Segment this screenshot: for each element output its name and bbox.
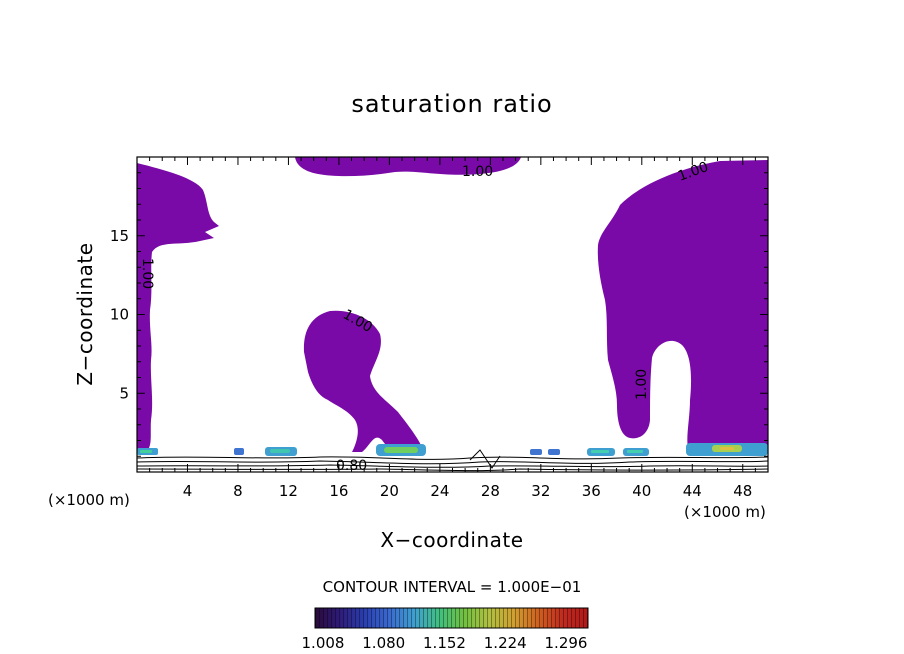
contour-label-left: 1.00 [139, 258, 155, 289]
x-tick-label: 40 [632, 482, 651, 500]
y-tick-label: 5 [119, 384, 129, 402]
y-tick-label: 10 [110, 306, 129, 324]
contour-label-top: 1.00 [462, 164, 493, 180]
saturated-region-right [597, 160, 768, 452]
surface-contours [136, 449, 769, 472]
x-unit-left: (×1000 m) [48, 491, 130, 509]
saturated-region-top [295, 157, 521, 177]
x-tick-label: 12 [279, 482, 298, 500]
colorbar-tick-label: 1.080 [362, 634, 405, 652]
contour-label-surface: 0.80 [336, 458, 367, 474]
band-4-core [384, 447, 418, 453]
x-unit-right: (×1000 m) [684, 503, 766, 521]
colorbar-frame [314, 607, 589, 629]
low-level-bands [137, 443, 768, 456]
x-tick-label: 32 [531, 482, 550, 500]
x-tick-label: 28 [481, 482, 500, 500]
x-axis-label: X−coordinate [380, 528, 523, 552]
x-tick-label: 24 [430, 482, 449, 500]
saturated-region-left [137, 163, 219, 453]
y-axis-ticks: 5 10 15 [110, 172, 768, 457]
colorbar-tick-label: 1.008 [302, 634, 345, 652]
contour-interval: CONTOUR INTERVAL = 1.000E−01 [323, 578, 582, 596]
x-tick-label: 8 [233, 482, 243, 500]
band-9-peak [720, 447, 734, 450]
x-axis-ticks: 4 8 12 16 20 24 28 32 36 40 44 48 [149, 157, 756, 500]
contour-label-right: 1.00 [634, 369, 650, 400]
x-tick-label: 36 [582, 482, 601, 500]
band-6 [548, 449, 560, 455]
y-axis-label: Z−coordinate [73, 242, 97, 385]
band-7-core [591, 450, 609, 453]
saturated-regions [137, 157, 768, 455]
colorbar: 1.008 1.080 1.152 1.224 1.296 [302, 607, 589, 652]
chart-title: saturation ratio [351, 90, 552, 118]
x-tick-label: 48 [733, 482, 752, 500]
colorbar-tick-label: 1.296 [545, 634, 588, 652]
x-tick-label: 20 [380, 482, 399, 500]
band-2 [234, 448, 244, 455]
colorbar-tick-label: 1.224 [484, 634, 527, 652]
y-tick-label: 15 [110, 227, 129, 245]
x-tick-label: 44 [683, 482, 702, 500]
colorbar-ticks: 1.008 1.080 1.152 1.224 1.296 [302, 634, 588, 652]
x-tick-label: 4 [183, 482, 193, 500]
colorbar-stripes [315, 608, 588, 628]
x-tick-label: 16 [329, 482, 348, 500]
band-8-core [627, 450, 643, 453]
band-3-core [270, 449, 290, 453]
band-5 [530, 449, 542, 455]
band-1-core [140, 450, 152, 453]
colorbar-tick-label: 1.152 [423, 634, 466, 652]
saturated-region-center [303, 310, 424, 455]
